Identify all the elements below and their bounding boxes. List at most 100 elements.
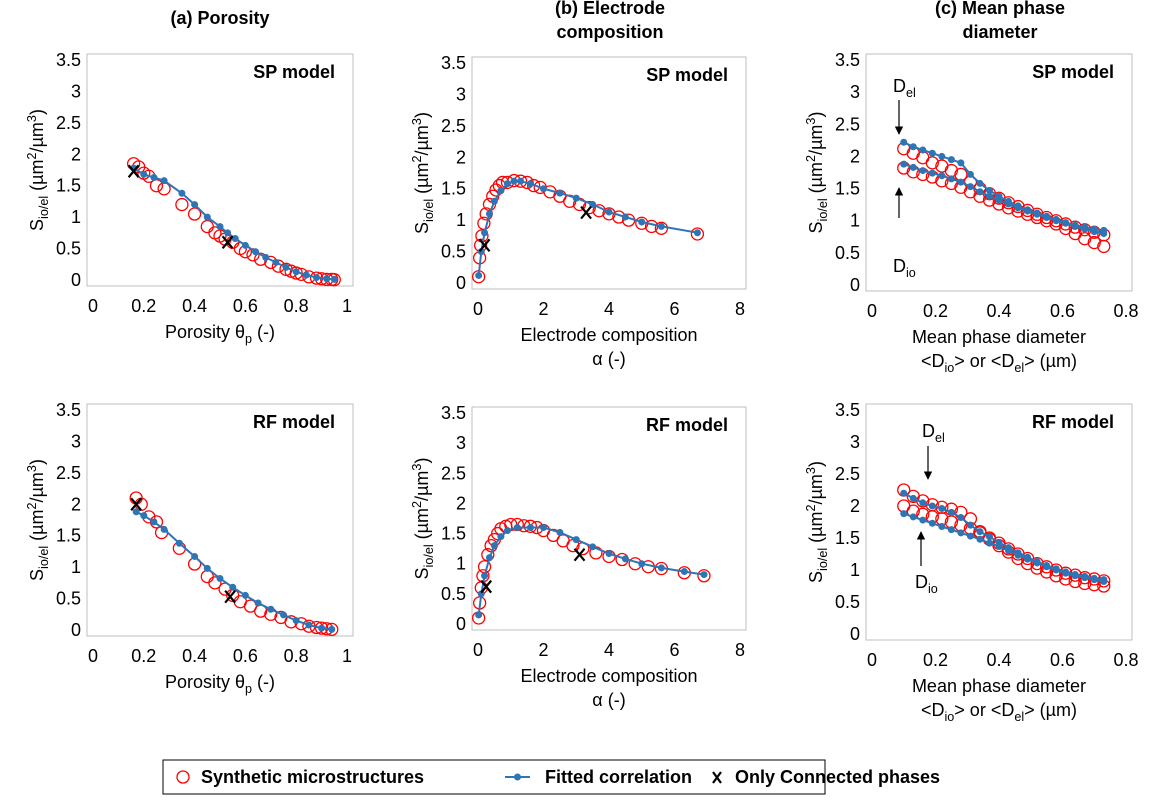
text-part: S <box>27 219 47 231</box>
legend-box <box>162 759 826 795</box>
y-tick-label: 3 <box>456 433 466 453</box>
y-tick-label: 1 <box>71 557 81 577</box>
y-axis-label: Sio/el (µm2/µm3) <box>804 461 830 583</box>
y-tick-label: 1.5 <box>56 526 81 546</box>
fitted-point <box>490 197 498 205</box>
y-tick-label: 3.5 <box>835 400 860 420</box>
x-tick-label: 1 <box>342 296 352 316</box>
y-tick-label: 1.5 <box>441 179 466 199</box>
fitted-point <box>132 508 140 516</box>
model-label: SP model <box>646 65 728 85</box>
fitted-point <box>957 178 965 186</box>
x-tick-label: 0.2 <box>131 646 156 666</box>
fitted-point <box>556 189 564 197</box>
text-part: (-) <box>252 672 275 692</box>
fitted-point <box>510 177 518 185</box>
x-tick-label: 0.2 <box>923 301 948 321</box>
fitted-point <box>605 208 613 216</box>
fitted-point <box>216 574 224 582</box>
fitted-point <box>216 223 224 231</box>
column-title: composition <box>557 22 664 42</box>
text-part: ) <box>412 458 432 464</box>
plot-frame <box>865 403 1133 641</box>
x-axis-label: <Dio> or <Del> (µm) <box>921 700 1077 724</box>
connected-point <box>580 205 592 220</box>
text-part: io <box>944 710 954 724</box>
x-tick-label: 0 <box>473 299 483 319</box>
fitted-point <box>292 617 300 625</box>
fitted-point <box>540 524 547 532</box>
text-part: 3 <box>804 118 818 125</box>
text-part: > or <D <box>954 351 1014 371</box>
fitted-point <box>481 572 489 580</box>
x-tick-label: 0.4 <box>986 301 1011 321</box>
fitted-line <box>133 167 335 281</box>
y-axis-label: Sio/el (µm2/µm3) <box>804 112 830 234</box>
fitted-point <box>1014 551 1022 559</box>
fitted-point <box>328 625 336 633</box>
fitted-point <box>909 143 917 151</box>
text-part: (-) <box>252 322 275 342</box>
y-tick-label: 2 <box>71 494 81 514</box>
y-tick-label: 0.5 <box>56 589 81 609</box>
text-part: ) <box>412 112 432 118</box>
fitted-point <box>224 229 232 237</box>
synthetic-point <box>200 219 214 234</box>
fitted-point <box>1043 214 1051 221</box>
fitted-point <box>229 583 237 591</box>
fitted-point <box>140 170 148 178</box>
fitted-point <box>160 177 168 185</box>
fitted-point <box>305 621 313 629</box>
column-title: (c) Mean phase <box>935 0 1065 18</box>
fitted-point <box>292 268 300 276</box>
column-title: (b) Electrode <box>555 0 665 18</box>
fitted-point <box>621 213 629 221</box>
x-tick-label: 0.4 <box>182 646 207 666</box>
fitted-point <box>272 258 280 266</box>
fitted-point <box>513 524 521 532</box>
text-part: Electrode composition <box>520 666 697 686</box>
fitted-point <box>140 512 148 520</box>
text-part: D <box>922 421 935 441</box>
text-part: io/el <box>816 548 830 571</box>
text-part: composition <box>557 22 664 42</box>
y-tick-label: 1 <box>850 211 860 231</box>
fitted-point <box>252 248 260 256</box>
fitted-point <box>481 229 489 237</box>
text-part: (µm <box>27 509 47 545</box>
text-part: S <box>806 221 826 233</box>
text-part: el <box>906 86 916 100</box>
y-tick-label: 1.5 <box>835 528 860 548</box>
text-part: ) <box>27 459 47 465</box>
text-part: /µm <box>412 125 432 155</box>
connected-point <box>478 238 491 252</box>
text-part: io <box>928 582 938 596</box>
text-part: /µm <box>27 472 47 502</box>
y-tick-label: 0 <box>71 620 81 640</box>
x-tick-label: 0 <box>473 640 483 660</box>
y-tick-label: 0 <box>71 270 81 290</box>
fitted-point <box>1071 572 1079 580</box>
text-part: 2 <box>410 155 424 162</box>
text-part: (µm <box>806 162 826 198</box>
fitted-point <box>503 527 511 535</box>
synthetic-point <box>208 576 222 590</box>
plot-frame <box>865 53 1133 292</box>
y-axis-label: Sio/el (µm2/µm3) <box>25 459 51 581</box>
fitted-point <box>900 489 908 497</box>
fitted-point <box>957 514 965 522</box>
column-title: diameter <box>962 22 1037 42</box>
x-tick-label: 4 <box>604 299 614 319</box>
synthetic-point <box>1001 196 1016 210</box>
x-axis-label: α (-) <box>592 349 625 369</box>
text-part: io <box>944 361 954 375</box>
y-tick-label: 2.5 <box>441 463 466 483</box>
fitted-point <box>919 499 927 507</box>
y-tick-label: 3.5 <box>441 403 466 423</box>
fitted-point <box>262 253 270 261</box>
text-part: /µm <box>412 471 432 501</box>
y-tick-label: 2 <box>71 144 81 164</box>
fitted-point <box>909 163 917 171</box>
fitted-point <box>318 624 326 632</box>
